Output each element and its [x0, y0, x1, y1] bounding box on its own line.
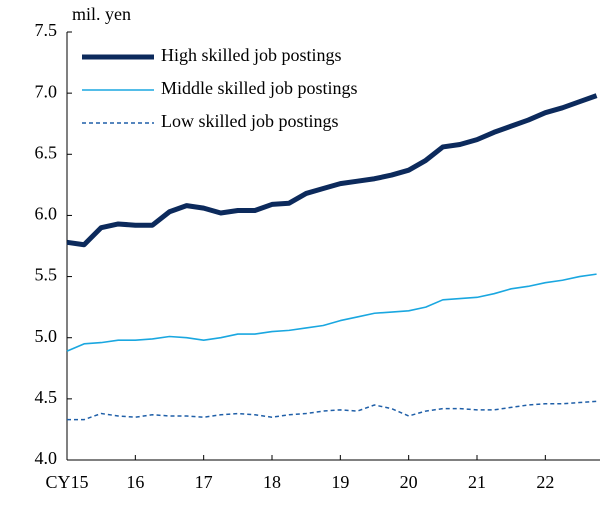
y-tick-label: 7.5: [35, 20, 58, 40]
y-tick-label: 6.5: [35, 142, 58, 162]
y-axis-unit: mil. yen: [72, 4, 131, 24]
x-tick-label: 17: [195, 472, 213, 492]
x-tick-label: 22: [536, 472, 554, 492]
y-tick-label: 4.5: [35, 387, 58, 407]
legend-label: Middle skilled job postings: [161, 78, 358, 98]
y-tick-label: 5.0: [35, 326, 58, 346]
line-series: [66, 273, 597, 352]
x-tick-label: CY15: [45, 472, 88, 492]
legend-label: High skilled job postings: [161, 45, 342, 65]
x-tick-label: 21: [468, 472, 486, 492]
line-series: [67, 400, 597, 421]
y-tick-label: 6.0: [35, 204, 58, 224]
legend-label: Low skilled job postings: [161, 111, 339, 131]
y-tick-label: 5.5: [35, 265, 58, 285]
y-tick-label: 4.0: [35, 448, 58, 468]
x-tick-label: 19: [331, 472, 349, 492]
x-tick-label: 16: [126, 472, 144, 492]
line-series: [66, 93, 598, 248]
y-tick-label: 7.0: [35, 81, 58, 101]
x-tick-label: 20: [400, 472, 418, 492]
x-tick-label: 18: [263, 472, 281, 492]
